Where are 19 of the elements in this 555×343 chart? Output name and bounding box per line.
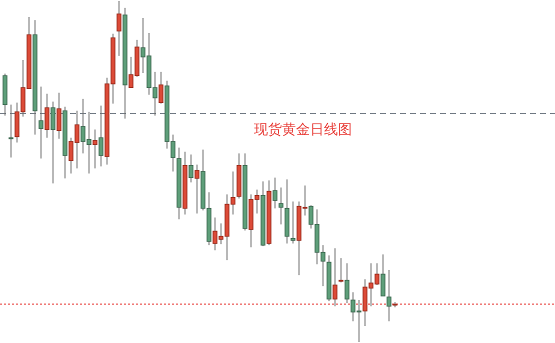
text: 现货黄金日线图 [254, 122, 352, 138]
candlestick [44, 93, 50, 138]
candlestick [92, 129, 98, 169]
candlestick [98, 105, 104, 167]
candlestick [116, 0, 122, 56]
candlestick [158, 71, 164, 104]
candlestick [56, 92, 62, 140]
candlestick [8, 104, 14, 158]
candlestick [38, 86, 44, 160]
candlestick [278, 187, 284, 225]
candlestick [50, 101, 56, 184]
candlestick [188, 154, 194, 183]
candlestick [338, 258, 344, 283]
candlestick [344, 262, 350, 304]
candlestick [272, 177, 278, 209]
candlestick [290, 201, 296, 244]
candlestick [380, 254, 386, 296]
candlestick [194, 164, 200, 214]
candlestick [386, 270, 392, 322]
